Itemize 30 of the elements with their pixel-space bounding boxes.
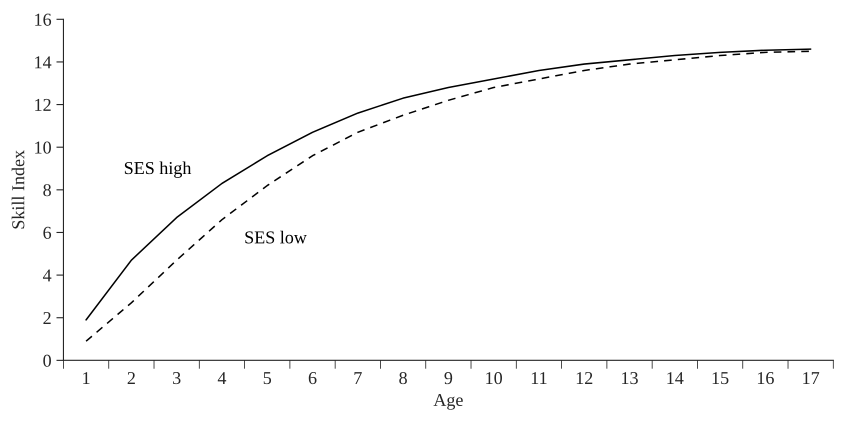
y-axis-title: Skill Index	[12, 150, 24, 228]
x-tick-label: 6	[308, 372, 316, 384]
x-axis-title: Age	[434, 394, 463, 410]
x-tick-label: 5	[264, 372, 272, 384]
y-tick-label: 4	[42, 269, 52, 282]
x-tick-label: 12	[576, 372, 592, 384]
x-tick-label: 13	[622, 372, 638, 384]
x-tick-label: 10	[486, 372, 502, 384]
x-tick-label: 16	[758, 372, 774, 384]
y-tick-label: 8	[43, 184, 51, 196]
x-tick-label: 4	[218, 372, 226, 384]
series-label: SES high	[124, 161, 192, 178]
x-tick-label: 14	[667, 372, 684, 384]
y-tick-label: 10	[35, 141, 51, 154]
x-tick-label: 3	[173, 372, 180, 384]
series-label: SES low	[245, 230, 307, 244]
x-tick-label: 8	[399, 372, 407, 384]
x-tick-label: 9	[444, 372, 452, 384]
y-tick-label: 16	[35, 14, 52, 26]
x-tick-label: 17	[803, 372, 820, 384]
y-tick-label: 2	[43, 312, 51, 324]
x-tick-label: 1	[83, 372, 90, 384]
x-tick-label: 2	[128, 372, 135, 384]
y-tick-label: 0	[43, 354, 51, 367]
x-tick-label: 7	[354, 372, 362, 384]
y-tick-label: 6	[43, 226, 52, 239]
y-tick-label: 12	[35, 98, 51, 111]
x-tick-label: 11	[532, 372, 547, 384]
x-tick-label: 15	[712, 372, 728, 384]
y-tick-label: 14	[35, 56, 52, 68]
